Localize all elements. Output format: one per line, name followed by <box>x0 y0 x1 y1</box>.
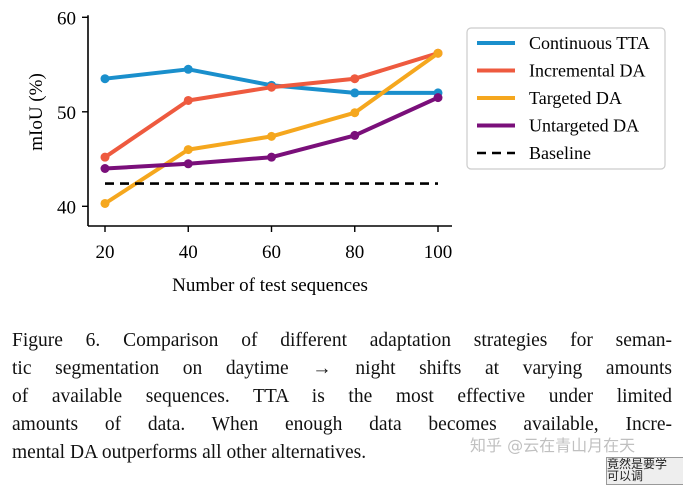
overlay-text: 可以调 <box>607 469 644 483</box>
x-tick-label: 60 <box>262 242 281 263</box>
x-tick-label: 100 <box>424 242 453 263</box>
data-point-incremental-da <box>100 152 110 162</box>
series-line-incremental-da <box>103 51 439 159</box>
overlay-popup: 竟然是要学 可以调 <box>606 457 683 485</box>
caption-line: mental DA outperforms all other alternat… <box>12 442 367 463</box>
data-point-continuous-tta <box>183 64 193 74</box>
x-tick-label: 20 <box>96 242 115 263</box>
data-point-incremental-da <box>350 74 360 84</box>
legend-label: Untargeted DA <box>529 116 639 136</box>
caption-line: of available sequences. TTA is the most … <box>12 386 672 407</box>
data-point-targeted-da <box>100 198 110 208</box>
series-line-targeted-da <box>103 51 440 206</box>
data-point-untargeted-da <box>100 164 110 173</box>
y-axis-label: mIoU (%) <box>26 73 47 151</box>
x-axis-label: Number of test sequences <box>172 275 368 296</box>
data-point-targeted-da <box>267 131 276 141</box>
data-point-incremental-da <box>267 82 276 92</box>
data-point-continuous-tta <box>350 88 360 98</box>
x-tick-label: 80 <box>345 242 364 263</box>
legend-label: Targeted DA <box>529 88 622 108</box>
data-point-untargeted-da <box>183 159 193 169</box>
data-point-targeted-da <box>350 108 360 118</box>
line-chart: 40 50 60 20 40 60 80 100 Number of test sequence… <box>26 8 666 296</box>
legend-label: Baseline <box>529 143 591 163</box>
data-point-untargeted-da <box>433 93 443 103</box>
data-point-untargeted-da <box>350 130 360 140</box>
legend-box <box>466 27 666 170</box>
caption-line: tic segmentation on daytime → night shif… <box>12 358 672 379</box>
data-point-continuous-tta <box>100 74 110 84</box>
legend-label: Incremental DA <box>529 61 645 81</box>
legend-label: Continuous TTA <box>529 33 650 53</box>
y-tick-label: 60 <box>57 8 76 29</box>
caption-line: amounts of data. When enough data become… <box>12 414 672 435</box>
data-point-incremental-da <box>183 95 193 105</box>
overlay-text: 竟然是要学 <box>607 457 668 471</box>
data-point-targeted-da <box>433 48 443 58</box>
watermark: 知乎 @云在青山月在天 <box>470 436 636 455</box>
y-tick-label: 40 <box>57 197 76 218</box>
figure-caption: Figure 6. Comparison of different adapta… <box>12 327 672 467</box>
caption-line: Figure 6. Comparison of different adapta… <box>12 330 672 351</box>
x-tick-label: 40 <box>179 242 198 263</box>
data-point-untargeted-da <box>267 152 276 162</box>
y-tick-label: 50 <box>57 103 76 124</box>
data-point-targeted-da <box>183 145 193 155</box>
